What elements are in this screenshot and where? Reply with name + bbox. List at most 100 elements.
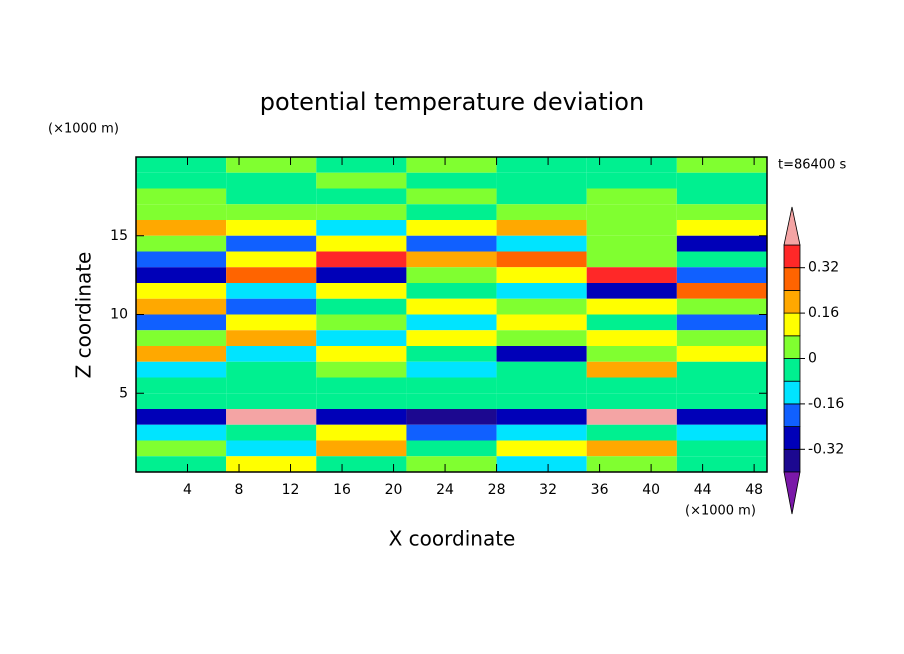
contour-cell [586, 220, 677, 236]
contour-cell [226, 314, 317, 331]
contour-cell [136, 251, 227, 268]
contour-cell [586, 204, 677, 220]
contour-cell [676, 298, 767, 315]
contour-cell [226, 188, 317, 205]
contour-cell [406, 440, 497, 457]
contour-cell [586, 157, 677, 173]
contour-cell [496, 314, 587, 331]
contour-cell [496, 346, 587, 362]
contour-cell [676, 188, 767, 205]
contour-cell [676, 267, 767, 283]
x-tick-label: 24 [436, 482, 454, 498]
colorbar-swatch [783, 267, 801, 291]
contour-cell [226, 377, 317, 394]
contour-cell [406, 251, 497, 268]
contour-cell [586, 440, 677, 457]
annotation: t=86400 s [778, 158, 846, 173]
contour-cell [136, 424, 227, 441]
colorbar-swatch [783, 244, 801, 269]
contour-cell [136, 330, 227, 346]
contour-cell [676, 314, 767, 331]
contour-cell [676, 456, 767, 472]
x-tick-label: 48 [745, 482, 763, 498]
contour-cell [316, 298, 407, 315]
contour-cell [586, 456, 677, 472]
y-tick-label: 10 [110, 307, 128, 323]
contour-cell [136, 361, 227, 378]
contour-cell [136, 346, 227, 362]
contour-cell [496, 377, 587, 394]
contour-cell [676, 172, 767, 189]
contour-cell [136, 235, 227, 252]
x-tick-label: 44 [694, 482, 712, 498]
contour-cell [316, 330, 407, 346]
contour-cell [496, 409, 587, 425]
contour-cell [226, 393, 317, 409]
contour-cell [676, 377, 767, 394]
contour-cell [586, 251, 677, 268]
contour-cell [496, 330, 587, 346]
contour-cell [316, 267, 407, 283]
contour-cell [406, 346, 497, 362]
contour-cell [586, 172, 677, 189]
contour-cell [316, 188, 407, 205]
contour-cell [316, 314, 407, 331]
contour-cell [586, 298, 677, 315]
y-tick-label: 5 [119, 385, 128, 401]
contour-cell [406, 188, 497, 205]
contour-cell [406, 235, 497, 252]
contour-cell [406, 393, 497, 409]
contour-cell [226, 330, 317, 346]
contour-cell [136, 314, 227, 331]
contour-cell [316, 157, 407, 173]
contour-cell [496, 172, 587, 189]
contour-cell [136, 283, 227, 299]
x-tick-label: 28 [488, 482, 506, 498]
contour-cell [586, 424, 677, 441]
contour-cell [496, 298, 587, 315]
contour-cell [406, 314, 497, 331]
contour-cell [676, 283, 767, 299]
contour-cell [136, 204, 227, 220]
contour-cell [676, 424, 767, 441]
contour-cell [406, 377, 497, 394]
contour-cell [226, 267, 317, 283]
colorbar-swatch [783, 289, 801, 314]
contour-cell [406, 267, 497, 283]
contour-cell [586, 346, 677, 362]
contour-cell [496, 393, 587, 409]
contour-cell [316, 283, 407, 299]
contour-cell [496, 220, 587, 236]
colorbar-swatch [783, 358, 801, 382]
contour-cell [586, 330, 677, 346]
contour-cell [496, 440, 587, 457]
x-tick-label: 40 [642, 482, 660, 498]
y-tick-label: 15 [110, 228, 128, 244]
contour-cell [316, 424, 407, 441]
contour-cell [676, 393, 767, 409]
contour-cell [136, 188, 227, 205]
contour-cell [136, 456, 227, 472]
contour-cell [676, 361, 767, 378]
contour-cell [136, 409, 227, 425]
contour-cell [136, 157, 227, 173]
contour-cell [316, 235, 407, 252]
contour-cell [676, 251, 767, 268]
colorbar-tick-label: 0.32 [808, 260, 839, 276]
contour-cell [586, 283, 677, 299]
contour-cell [676, 440, 767, 457]
chart-title: potential temperature deviation [260, 88, 644, 116]
contour-cell [496, 204, 587, 220]
contour-cell [316, 220, 407, 236]
contour-cell [676, 157, 767, 173]
y-unit: (×1000 m) [48, 122, 119, 137]
contour-cell [586, 235, 677, 252]
x-axis-label: X coordinate [389, 527, 516, 551]
contour-cell [136, 393, 227, 409]
contour-cell [406, 157, 497, 173]
contour-cell [676, 235, 767, 252]
x-tick-label: 16 [333, 482, 351, 498]
contour-cell [316, 456, 407, 472]
contour-cell [496, 251, 587, 268]
contour-cell [226, 251, 317, 268]
